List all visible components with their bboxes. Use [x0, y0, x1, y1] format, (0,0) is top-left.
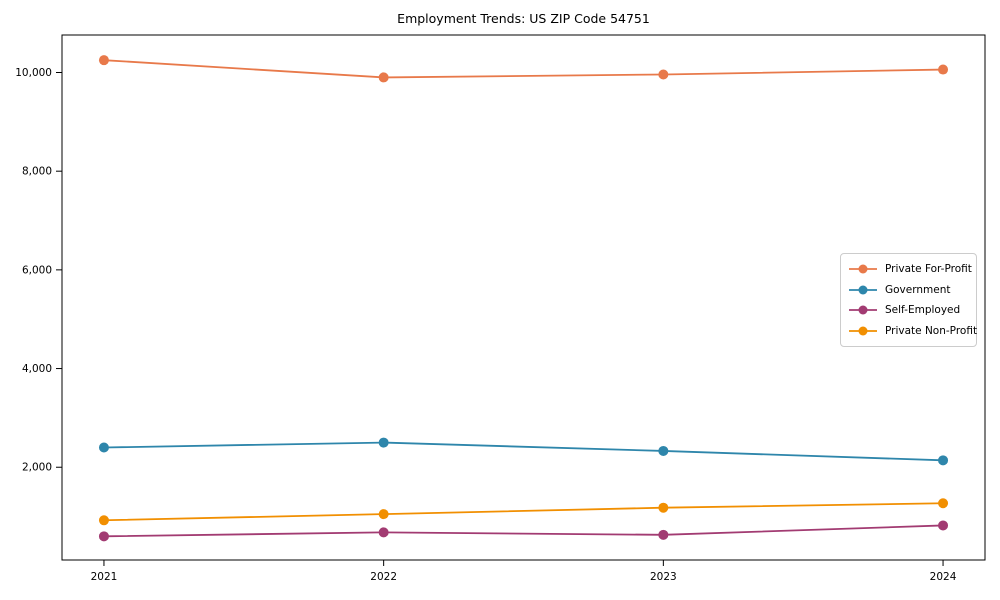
legend-dot — [858, 264, 868, 274]
legend-item-self-employed: Self-Employed — [848, 300, 969, 321]
legend: Private For-Profit Government Self-Employe… — [840, 253, 977, 347]
legend-marker-icon — [849, 285, 877, 295]
legend-dot — [858, 285, 868, 295]
legend-label: Self-Employed — [885, 304, 961, 317]
y-axis-tick-label: 2,000 — [22, 462, 52, 474]
x-axis-tick-label: 2024 — [930, 571, 957, 583]
data-point-marker-private-for-profit — [378, 72, 389, 83]
data-point-marker-government — [938, 455, 949, 466]
series-line-private-non-profit — [103, 502, 944, 522]
x-axis-tick-label: 2023 — [650, 571, 677, 583]
legend-label: Private For-Profit — [885, 263, 972, 276]
x-axis-tick-label: 2021 — [91, 571, 118, 583]
legend-item-government: Government — [848, 280, 969, 301]
chart-title: Employment Trends: US ZIP Code 54751 — [397, 11, 650, 26]
legend-label: Private Non-Profit — [885, 324, 978, 337]
y-axis-tick-label: 6,000 — [22, 264, 52, 276]
data-point-marker-self-employed — [378, 527, 389, 538]
x-axis-tick-label: 2022 — [370, 571, 397, 583]
series-line-self-employed — [103, 524, 944, 538]
legend-dot — [858, 326, 868, 336]
data-point-marker-private-non-profit — [98, 515, 109, 526]
legend-marker-icon — [849, 264, 877, 274]
data-point-marker-private-non-profit — [938, 498, 949, 509]
y-axis-tick-label: 4,000 — [22, 363, 52, 375]
series-line-private-for-profit — [103, 59, 944, 79]
y-axis-tick-label: 10,000 — [15, 67, 52, 79]
legend-item-private-for-profit: Private For-Profit — [848, 259, 972, 280]
plot-frame — [61, 34, 986, 561]
legend-item-private-non-profit: Private Non-Profit — [848, 321, 977, 342]
series-line-government — [103, 441, 944, 462]
data-point-marker-self-employed — [98, 531, 109, 542]
data-point-marker-private-for-profit — [98, 55, 109, 66]
data-point-marker-private-non-profit — [658, 502, 669, 513]
data-point-marker-private-for-profit — [658, 69, 669, 80]
legend-marker-icon — [849, 305, 877, 315]
legend-marker-icon — [849, 326, 877, 336]
data-point-marker-self-employed — [938, 520, 949, 531]
data-point-marker-government — [98, 442, 109, 453]
data-point-marker-self-employed — [658, 529, 669, 540]
data-point-marker-private-for-profit — [938, 64, 949, 75]
data-point-marker-government — [378, 437, 389, 448]
legend-dot — [858, 305, 868, 315]
y-axis-tick-label: 8,000 — [22, 166, 52, 178]
legend-label: Government — [885, 283, 951, 296]
data-point-marker-government — [658, 445, 669, 456]
data-point-marker-private-non-profit — [378, 509, 389, 520]
